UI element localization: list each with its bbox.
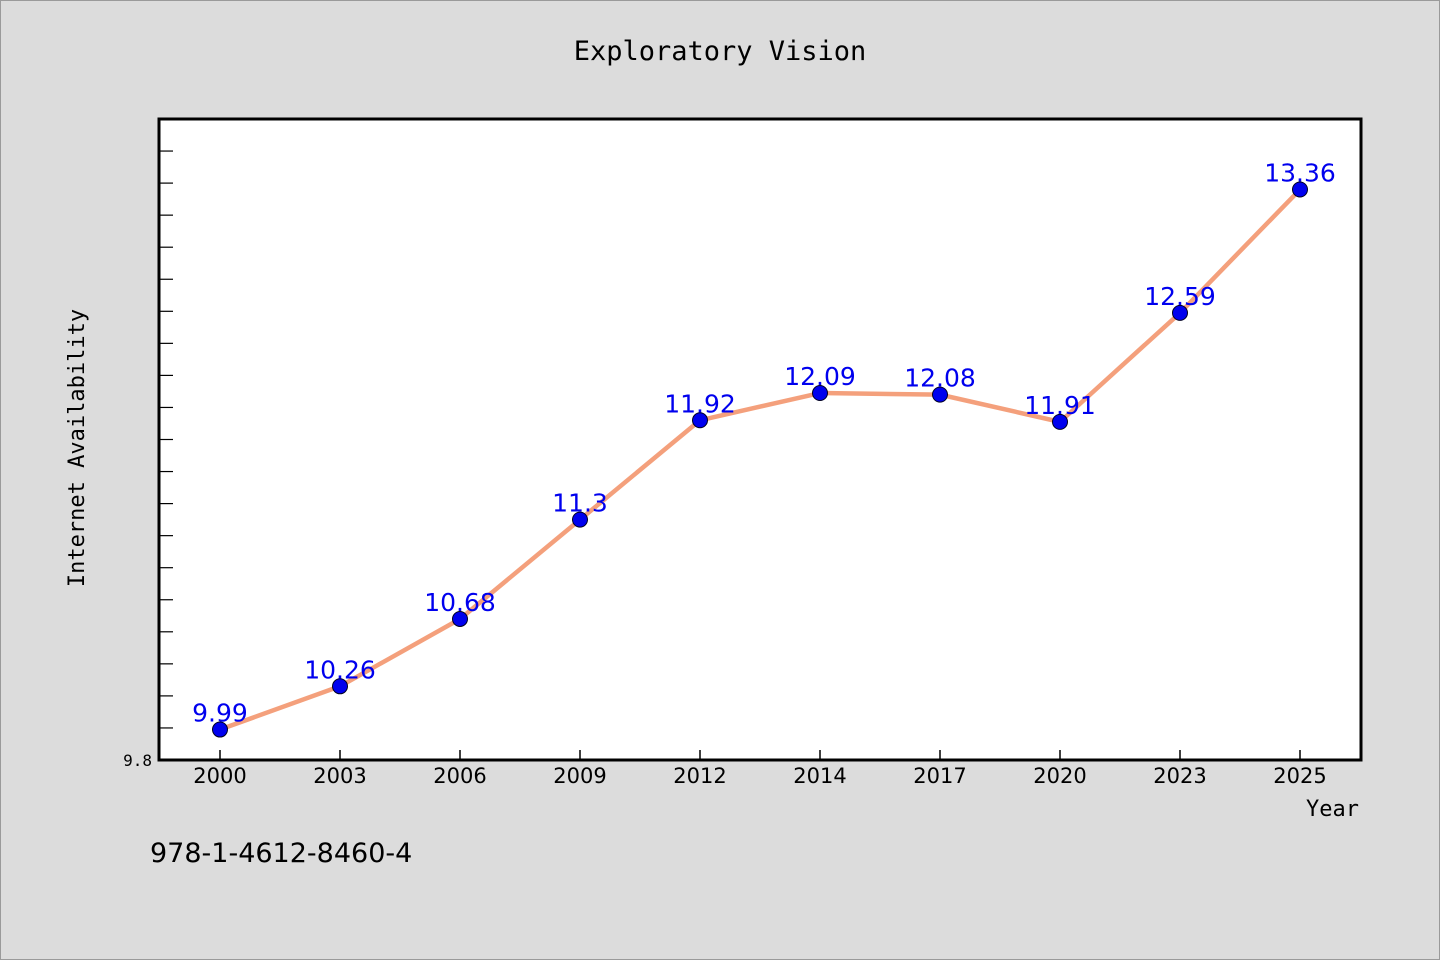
chart-title: Exploratory Vision: [574, 36, 867, 67]
x-axis-label: Year: [1306, 797, 1359, 822]
footer-id-text: 978-1-4612-8460-4: [150, 838, 412, 869]
x-tick-label: 2003: [313, 764, 366, 788]
x-tick-label: 2025: [1273, 764, 1326, 788]
y-axis-ticks: 9.8: [123, 150, 173, 770]
data-point: [932, 386, 948, 403]
data-label: 9.99: [192, 699, 248, 728]
y-axis-label: Internet Availability: [65, 309, 90, 587]
data-label: 12.59: [1144, 282, 1216, 311]
data-label: 12.08: [904, 364, 976, 393]
data-point: [332, 678, 348, 695]
data-point: [212, 721, 228, 738]
data-label: 11.91: [1024, 391, 1096, 420]
x-tick-label: 2014: [793, 764, 846, 788]
plot-area: [157, 117, 1363, 762]
data-labels: 9.99 10.26 10.68 11.3 11.92 12.09 12.08 11.91 12…: [192, 159, 1336, 728]
y-tick-label: 9.8: [123, 751, 152, 770]
x-tick-label: 2009: [553, 764, 606, 788]
x-tick-label: 2020: [1033, 764, 1086, 788]
data-label: 10.68: [424, 588, 496, 617]
data-point: [812, 385, 828, 402]
data-point: [452, 610, 468, 627]
data-point: [1292, 181, 1308, 198]
series-group: [212, 181, 1308, 738]
series-line: [217, 187, 1303, 732]
x-tick-label: 2017: [913, 764, 966, 788]
x-tick-label: 2000: [193, 764, 246, 788]
data-label: 12.09: [784, 362, 856, 391]
x-axis-ticks: 2000 2003 2006 2009 2012 2014 2017 2020 2023 2025: [193, 750, 1327, 788]
x-tick-label: 2012: [673, 764, 726, 788]
data-point: [1172, 304, 1188, 321]
data-label: 10.26: [304, 655, 376, 684]
data-point: [692, 412, 708, 429]
data-point: [1052, 413, 1068, 430]
data-label: 11.92: [664, 389, 736, 418]
data-label: 13.36: [1264, 159, 1336, 188]
data-label: 11.3: [552, 489, 608, 518]
data-point: [572, 511, 588, 528]
x-tick-label: 2006: [433, 764, 486, 788]
x-tick-label: 2023: [1153, 764, 1206, 788]
